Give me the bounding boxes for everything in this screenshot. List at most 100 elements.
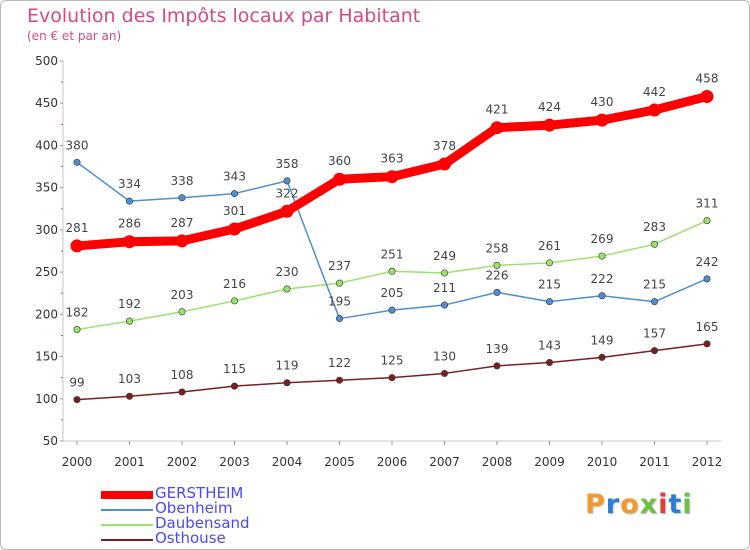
y-tick-label: 500 xyxy=(35,54,58,68)
data-label-osthouse: 115 xyxy=(223,362,246,376)
data-point-obenheim xyxy=(126,197,134,205)
data-label-daubensand: 182 xyxy=(66,306,89,320)
data-point-daubensand xyxy=(598,252,606,260)
data-label-obenheim: 222 xyxy=(591,272,614,286)
data-point-obenheim xyxy=(73,158,81,166)
x-tick-label: 2004 xyxy=(272,455,303,469)
data-label-gerstheim: 363 xyxy=(381,152,404,166)
x-tick-label: 2011 xyxy=(639,455,670,469)
axes: 50 100 150 200 250 300 350 400 450 500 2000 2001 200… xyxy=(35,54,722,469)
data-label-gerstheim: 301 xyxy=(223,204,246,218)
data-point-obenheim xyxy=(335,315,343,323)
y-tick-label: 50 xyxy=(43,434,58,448)
data-point-osthouse xyxy=(493,362,501,370)
proxiti-logo: Proxiti xyxy=(585,489,693,520)
y-tick-label: 100 xyxy=(35,392,58,406)
data-point-daubensand xyxy=(440,269,448,277)
data-label-osthouse: 143 xyxy=(538,338,561,352)
data-label-gerstheim: 424 xyxy=(538,100,561,114)
data-point-osthouse xyxy=(388,374,396,382)
data-point-obenheim xyxy=(440,301,448,309)
x-tick-label: 2003 xyxy=(219,455,250,469)
data-point-daubensand xyxy=(178,308,186,316)
data-label-obenheim: 215 xyxy=(643,278,666,292)
data-label-daubensand: 230 xyxy=(276,265,299,279)
x-tick-label: 2007 xyxy=(429,455,460,469)
data-label-daubensand: 249 xyxy=(433,249,456,263)
data-point-daubensand xyxy=(703,217,711,225)
data-label-osthouse: 103 xyxy=(118,372,141,386)
data-point-daubensand xyxy=(388,267,396,275)
data-label-gerstheim: 286 xyxy=(118,217,141,231)
data-point-osthouse xyxy=(545,358,553,366)
data-label-osthouse: 157 xyxy=(643,327,666,341)
data-label-osthouse: 99 xyxy=(69,376,84,390)
x-tick-label: 2002 xyxy=(167,455,198,469)
data-point-obenheim xyxy=(283,177,291,185)
data-point-gerstheim xyxy=(175,234,189,248)
y-tick-label: 400 xyxy=(35,138,58,152)
data-point-daubensand xyxy=(493,261,501,269)
data-point-daubensand xyxy=(545,259,553,267)
data-point-osthouse xyxy=(650,347,658,355)
data-point-gerstheim xyxy=(385,170,399,184)
legend-label: Daubensand xyxy=(155,514,250,532)
data-label-osthouse: 108 xyxy=(171,368,194,382)
data-label-daubensand: 192 xyxy=(118,297,141,311)
legend-label: GERSTHEIM xyxy=(155,484,244,502)
data-point-gerstheim xyxy=(595,113,609,127)
x-tick-label: 2001 xyxy=(114,455,145,469)
data-point-gerstheim xyxy=(333,172,346,186)
data-point-gerstheim xyxy=(123,235,136,249)
data-point-daubensand xyxy=(73,326,81,334)
data-label-obenheim: 226 xyxy=(486,268,509,282)
data-label-obenheim: 205 xyxy=(381,286,404,300)
data-point-osthouse xyxy=(283,379,291,387)
data-label-daubensand: 251 xyxy=(381,247,404,261)
x-tick-label: 2000 xyxy=(62,455,93,469)
data-label-daubensand: 261 xyxy=(538,239,561,253)
data-point-osthouse xyxy=(703,340,711,348)
data-label-obenheim: 215 xyxy=(538,278,561,292)
x-tick-label: 2012 xyxy=(692,455,723,469)
data-point-obenheim xyxy=(598,292,606,300)
chart-title: Evolution des Impôts locaux par Habitant xyxy=(27,5,421,27)
data-label-osthouse: 125 xyxy=(381,354,404,368)
data-label-osthouse: 122 xyxy=(328,356,351,370)
data-label-osthouse: 139 xyxy=(486,342,509,356)
data-point-daubensand xyxy=(126,317,134,325)
data-point-obenheim xyxy=(703,275,711,283)
data-label-obenheim: 211 xyxy=(433,281,456,295)
data-point-obenheim xyxy=(650,298,658,306)
data-label-obenheim: 358 xyxy=(276,157,299,171)
data-label-gerstheim: 378 xyxy=(433,139,456,153)
data-label-gerstheim: 287 xyxy=(171,216,194,230)
x-tick-label: 2006 xyxy=(377,455,408,469)
data-label-daubensand: 237 xyxy=(328,259,351,273)
y-tick-label: 150 xyxy=(35,350,58,364)
data-point-obenheim xyxy=(178,194,186,202)
data-point-osthouse xyxy=(231,382,239,390)
data-point-daubensand xyxy=(335,279,343,287)
data-label-obenheim: 380 xyxy=(66,138,89,152)
data-label-osthouse: 165 xyxy=(696,320,719,334)
x-tick-label: 2010 xyxy=(587,455,618,469)
data-point-osthouse xyxy=(73,396,81,404)
data-label-daubensand: 216 xyxy=(223,277,246,291)
data-point-obenheim xyxy=(545,298,553,306)
legend-swatch xyxy=(101,539,153,541)
x-tick-label: 2008 xyxy=(482,455,513,469)
y-tick-label: 350 xyxy=(35,181,58,195)
data-point-gerstheim xyxy=(438,157,451,171)
data-labels: 281 286 287 301 322 360 363 378 421 424 430 442 458 3… xyxy=(66,71,719,389)
data-label-obenheim: 338 xyxy=(171,174,194,188)
data-label-obenheim: 242 xyxy=(696,255,719,269)
legend-swatch xyxy=(101,524,153,526)
data-label-daubensand: 283 xyxy=(643,220,666,234)
data-point-osthouse xyxy=(440,369,448,377)
data-label-daubensand: 269 xyxy=(591,232,614,246)
data-label-osthouse: 119 xyxy=(276,359,299,373)
data-point-gerstheim xyxy=(490,121,504,135)
